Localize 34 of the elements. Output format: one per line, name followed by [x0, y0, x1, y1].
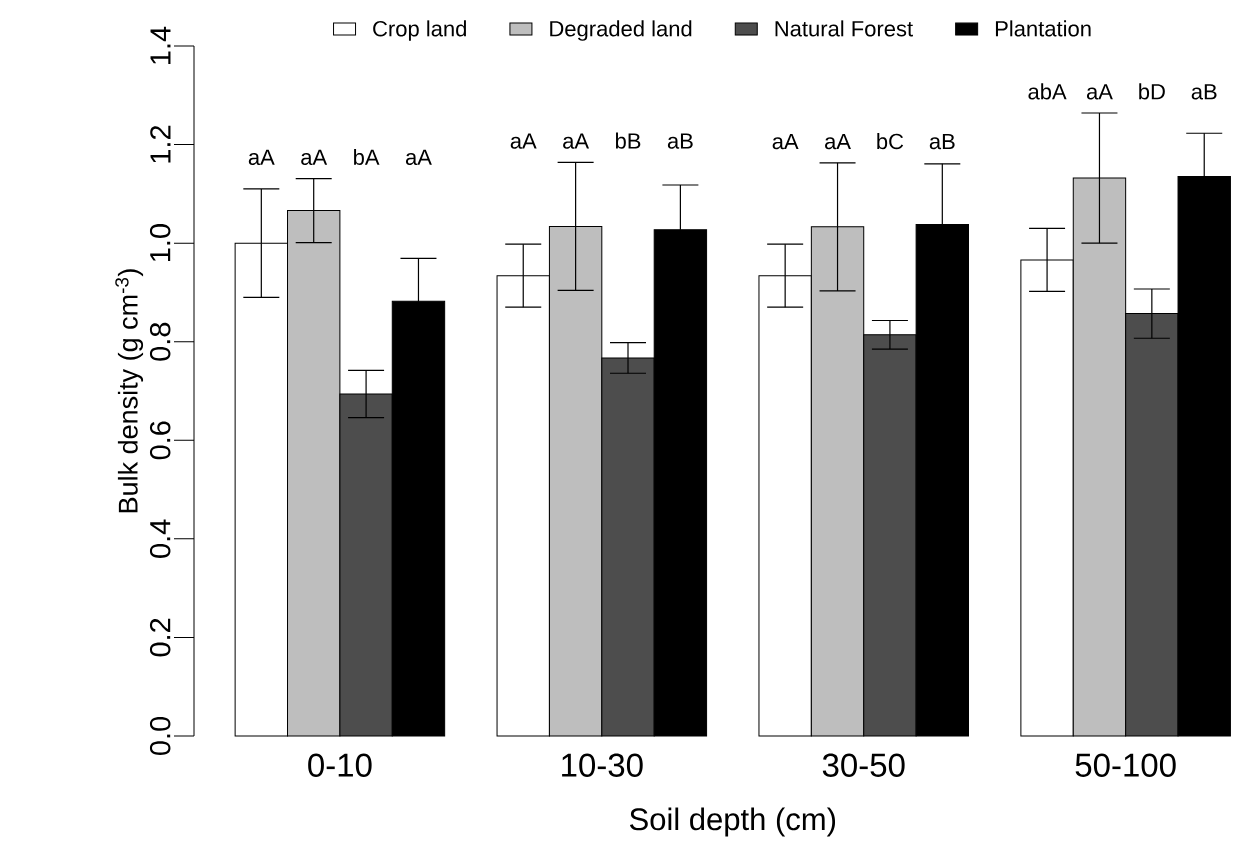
y-tick-label: 1.0	[149, 224, 171, 262]
annotation: abA	[1028, 83, 1067, 100]
annotation: aA	[248, 149, 275, 166]
annotation: aB	[1191, 84, 1217, 100]
annotation: aB	[667, 133, 693, 149]
annotation: aA	[772, 133, 799, 150]
y-tick-label: 1.2	[150, 125, 171, 163]
x-axis-title: Soil depth (cm)	[629, 807, 836, 837]
x-tick-label: 0-10	[308, 753, 372, 777]
annotation: bC	[877, 133, 904, 150]
legend-label: Crop land	[373, 20, 466, 41]
annotation: aA	[405, 149, 432, 166]
y-tick-label: 0.6	[149, 421, 171, 460]
annotation: bA	[354, 148, 380, 166]
legend-label: Natural Forest	[775, 20, 913, 37]
annotation: bB	[615, 132, 641, 149]
legend-label: Plantation	[995, 20, 1091, 37]
y-tick-label: 1.4	[150, 26, 171, 64]
annotation: aA	[563, 133, 590, 149]
y-axis-title: Bulk density (g cm$^{-3}$)	[115, 269, 144, 513]
x-tick-label: 50-100	[1075, 753, 1176, 777]
annotation: aA	[1086, 84, 1113, 100]
y-tick-label: 0.4	[149, 519, 171, 558]
y-tick-label: 0.8	[149, 322, 171, 361]
annotation: aA	[825, 133, 851, 150]
annotation: aA	[510, 133, 537, 149]
legend-label: Degraded land	[550, 20, 692, 41]
y-tick-label: 0.2	[149, 618, 171, 657]
x-tick-label: 10-30	[562, 753, 643, 777]
y-tick-label: 0.0	[149, 716, 171, 756]
annotation: aB	[929, 133, 955, 150]
annotation: aA	[301, 149, 328, 166]
x-tick-label: 30-50	[822, 753, 905, 777]
annotation: bD	[1139, 83, 1165, 100]
